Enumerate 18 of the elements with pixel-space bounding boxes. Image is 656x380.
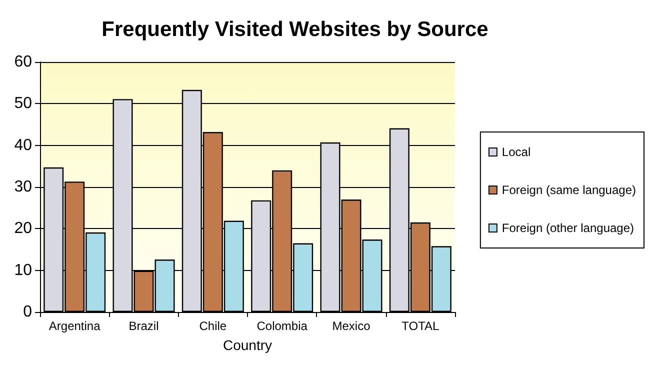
- legend-label: Foreign (other language): [502, 221, 634, 235]
- y-tick-label: 20: [14, 220, 32, 238]
- y-tick-label: 50: [14, 95, 32, 112]
- x-axis-title: Country: [222, 337, 272, 353]
- x-tick-label: Argentina: [48, 319, 101, 333]
- legend-label: Foreign (same language): [502, 183, 636, 197]
- y-tick-label: 0: [23, 304, 32, 320]
- x-tick-label: Chile: [199, 319, 227, 333]
- x-tick-label: Colombia: [256, 319, 308, 333]
- y-tick-label: 30: [14, 178, 32, 196]
- y-tick-label: 40: [14, 136, 32, 154]
- y-tick-label: 60: [14, 54, 32, 70]
- legend-label: Local: [502, 145, 531, 159]
- y-tick-label: 10: [14, 262, 32, 279]
- x-tick-label: Brazil: [128, 319, 159, 333]
- chart-title: Frequently Visited Websites by Source: [102, 18, 488, 41]
- x-tick-label: TOTAL: [402, 319, 440, 333]
- x-tick-label: Mexico: [332, 319, 371, 333]
